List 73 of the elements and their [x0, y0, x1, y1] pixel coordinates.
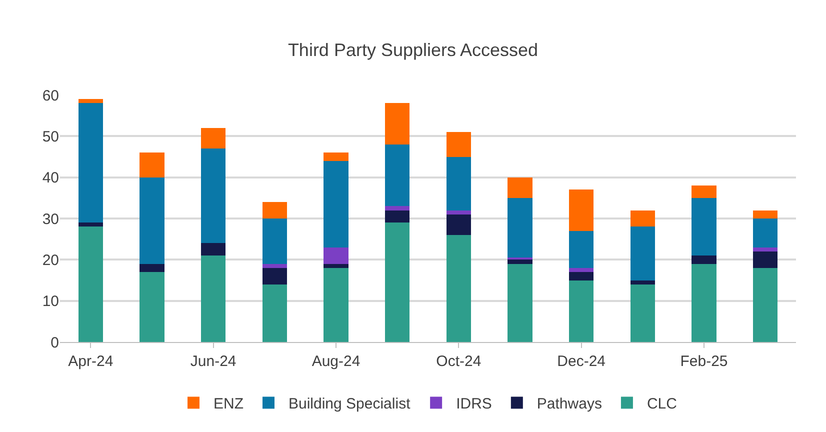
bar	[569, 280, 594, 342]
bar	[446, 156, 471, 210]
bar	[324, 152, 348, 161]
legend-label: Pathways	[536, 396, 602, 413]
x-tick-label: Feb-25	[680, 353, 728, 370]
bar	[630, 226, 655, 280]
bar	[78, 103, 103, 223]
bar	[569, 190, 594, 231]
bar	[508, 260, 532, 264]
x-tick-label: Jun-24	[190, 353, 236, 370]
bar	[324, 160, 348, 248]
x-tick-label: Aug-24	[312, 353, 360, 370]
x-tick-label: Apr-24	[68, 353, 114, 370]
legend-label: ENZ	[214, 396, 244, 413]
bar	[508, 177, 532, 198]
y-tick-label: 50	[42, 128, 59, 146]
bar	[692, 264, 716, 342]
bar	[385, 144, 410, 206]
bar	[446, 234, 471, 342]
bar	[78, 226, 103, 342]
bar	[385, 210, 410, 223]
bar	[140, 264, 164, 272]
bar	[262, 218, 287, 264]
bar	[201, 256, 226, 342]
bar	[446, 214, 471, 235]
y-tick-label: 0	[50, 334, 59, 352]
chart-title: Third Party Suppliers Accessed	[288, 40, 538, 60]
bar	[201, 243, 226, 256]
bar	[385, 206, 410, 210]
bar	[569, 268, 594, 272]
bar	[692, 198, 716, 256]
bar	[569, 272, 594, 280]
bar	[630, 284, 655, 342]
bar	[262, 264, 287, 268]
bar	[78, 222, 103, 227]
bar	[324, 268, 348, 342]
y-tick-label: 40	[42, 170, 59, 187]
bar	[78, 99, 103, 104]
x-tick-label: Dec-24	[557, 353, 606, 370]
bar	[201, 128, 226, 149]
bar	[630, 280, 655, 284]
y-tick-label: 10	[42, 293, 59, 310]
bar	[692, 186, 716, 198]
bar	[324, 247, 348, 264]
bar	[385, 103, 410, 144]
bar	[753, 210, 778, 218]
legend-label: CLC	[646, 396, 678, 413]
bar	[446, 210, 471, 214]
y-tick-label: 30	[42, 210, 59, 228]
bar	[446, 132, 471, 157]
bar	[753, 251, 778, 268]
bar	[753, 247, 778, 252]
y-tick-label: 60	[42, 87, 59, 104]
bar	[630, 210, 655, 227]
bar	[753, 268, 778, 342]
y-tick-label: 20	[42, 252, 59, 269]
legend-label: Building Specialist	[288, 396, 412, 413]
bar	[140, 152, 164, 178]
bar	[262, 268, 287, 284]
bar	[201, 148, 226, 244]
bar	[385, 222, 410, 342]
bar	[262, 284, 287, 342]
bar	[753, 218, 778, 248]
bar	[508, 264, 532, 342]
bar	[140, 177, 164, 264]
bar	[324, 264, 348, 268]
x-tick-label: Oct-24	[436, 353, 482, 370]
bar	[140, 272, 164, 342]
bar	[569, 230, 594, 268]
bar	[692, 256, 716, 264]
bar	[508, 198, 532, 258]
bar	[262, 202, 287, 218]
legend-label: IDRS	[456, 396, 492, 413]
